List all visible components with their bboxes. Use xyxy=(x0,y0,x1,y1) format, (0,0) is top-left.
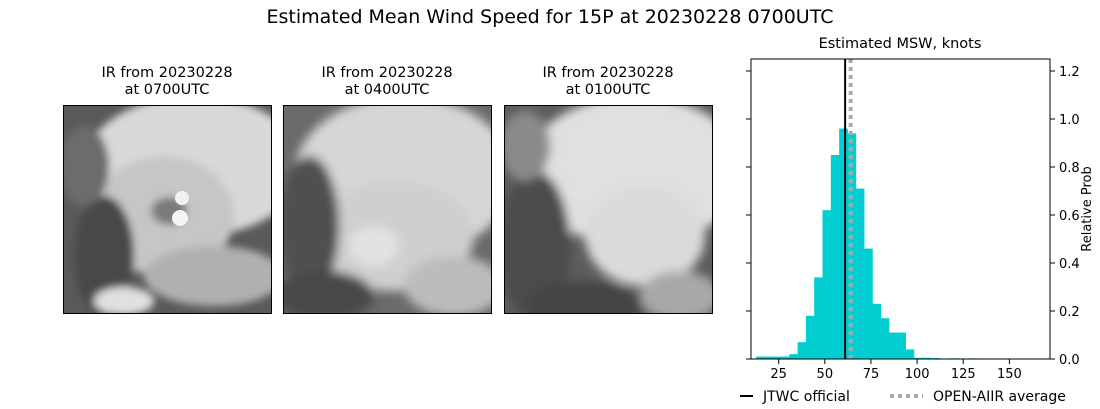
x-tick-label-125: 125 xyxy=(951,367,976,382)
ir-panel-title-1: IR from 20230228 at 0700UTC xyxy=(57,65,277,99)
ir-panel-title-2-line1: IR from 20230228 xyxy=(321,65,453,81)
ir-panel-title-1-line1: IR from 20230228 xyxy=(101,65,233,81)
ir-image-0700utc xyxy=(63,105,272,314)
y-axis-right-ticks: 0.0 0.2 0.4 0.6 0.8 1.0 1.2 xyxy=(1050,65,1080,368)
plot-frame xyxy=(750,58,1051,360)
y-tick-label-5: 1.0 xyxy=(1059,113,1080,128)
histogram-bar-2 xyxy=(772,356,782,359)
y-tick-label-2: 0.4 xyxy=(1059,257,1080,272)
histogram-bar-3 xyxy=(780,356,790,359)
ir-image-0400utc xyxy=(283,105,492,314)
histogram-bar-18 xyxy=(905,349,915,359)
y-tick-label-0: 0.0 xyxy=(1059,353,1080,368)
ir-panel-title-3-line2: at 0100UTC xyxy=(565,82,651,98)
histogram-bar-17 xyxy=(897,332,906,359)
x-tick-label-100: 100 xyxy=(905,367,930,382)
histogram-bar-6 xyxy=(805,315,815,359)
histogram-bar-8 xyxy=(822,210,832,359)
x-tick-label-25: 25 xyxy=(770,367,787,382)
histogram-bar-0 xyxy=(756,356,765,359)
legend-aiir-label: OPEN-AIIR average xyxy=(933,389,1066,405)
histogram-bar-12 xyxy=(855,188,865,359)
y-tick-label-1: 0.2 xyxy=(1059,305,1080,320)
histogram-bar-13 xyxy=(864,248,873,359)
histogram-bar-9 xyxy=(830,155,840,359)
histogram-bar-19 xyxy=(913,357,923,359)
y-axis-label: Relative Prob xyxy=(1080,166,1095,251)
x-axis-ticks: 25 50 75 100 125 150 xyxy=(770,359,1022,382)
x-tick-label-150: 150 xyxy=(997,367,1022,382)
histogram-title: Estimated MSW, knots xyxy=(818,36,982,52)
histogram-bar-5 xyxy=(797,342,807,359)
legend: JTWC official OPEN-AIIR average xyxy=(740,389,1066,405)
histogram-bars xyxy=(756,128,1042,360)
histogram-chart: 25 50 75 100 125 150 0.0 0.2 0.4 0.6 0.8 1.0 1.2 Re… xyxy=(740,58,1095,405)
ir-panel-title-2-line2: at 0400UTC xyxy=(344,82,430,98)
y-tick-label-3: 0.6 xyxy=(1059,209,1080,224)
ir-panel-title-3: IR from 20230228 at 0100UTC xyxy=(498,65,718,99)
histogram-bar-10 xyxy=(839,128,848,359)
ir-image-0100utc xyxy=(504,105,713,314)
ir-panel-title-1-line2: at 0700UTC xyxy=(124,82,210,98)
y-axis-left-ticks xyxy=(746,70,751,360)
ir-panel-title-2: IR from 20230228 at 0400UTC xyxy=(277,65,497,99)
ir-panel-title-3-line1: IR from 20230228 xyxy=(542,65,674,81)
figure-title: Estimated Mean Wind Speed for 15P at 202… xyxy=(266,6,834,28)
histogram-bar-4 xyxy=(789,354,799,359)
histogram-bar-14 xyxy=(872,303,882,359)
y-tick-label-4: 0.8 xyxy=(1059,161,1080,176)
histogram-bar-20 xyxy=(922,357,931,359)
x-tick-label-50: 50 xyxy=(817,367,834,382)
legend-jtwc-label: JTWC official xyxy=(762,389,850,405)
histogram-bar-15 xyxy=(880,318,890,359)
histogram-bar-16 xyxy=(888,332,898,359)
histogram-bar-1 xyxy=(764,356,774,359)
histogram-bar-7 xyxy=(814,277,823,359)
x-tick-label-75: 75 xyxy=(863,367,880,382)
y-tick-label-6: 1.2 xyxy=(1059,65,1080,80)
